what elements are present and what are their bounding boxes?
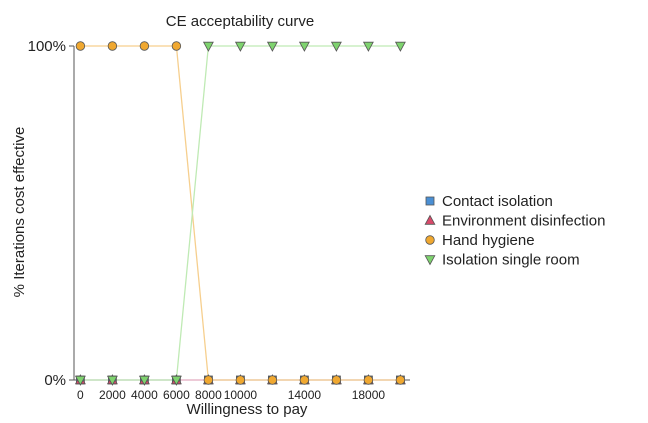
axes [73,46,410,381]
data-point-isolation-single-room [362,41,374,52]
data-point-hand-hygiene [299,375,310,385]
x-tick-label: 10000 [224,388,258,402]
data-point-isolation-single-room [106,375,118,386]
legend-marker-environment-disinfection [424,214,436,225]
legend-marker-isolation-single-room [424,255,436,266]
x-tick-label: 6000 [163,388,190,402]
x-tick-label: 14000 [288,388,322,402]
series-line-hand-hygiene [80,45,401,381]
data-point-isolation-single-room [138,375,150,386]
x-tick-label: 2000 [99,388,126,402]
data-point-hand-hygiene [75,41,86,51]
series-markers [74,41,406,386]
legend: Contact isolation Environment disinfectio… [424,193,605,269]
data-point-isolation-single-room [202,41,214,52]
legend-label-isolation-single-room: Isolation single room [442,252,580,269]
legend-label-environment-disinfection: Environment disinfection [442,213,605,230]
data-point-isolation-single-room [298,41,310,52]
data-point-isolation-single-room [170,375,182,386]
data-point-hand-hygiene [395,375,406,385]
data-point-hand-hygiene [171,41,182,51]
series-line-isolation-single-room [80,45,401,381]
data-point-hand-hygiene [267,375,278,385]
x-tick-label: 4000 [131,388,158,402]
y-axis-title: % Iterations cost effective [11,127,28,298]
data-point-isolation-single-room [74,375,86,386]
data-point-hand-hygiene [363,375,374,385]
y-ticks: 0% 100% [28,38,74,389]
data-point-hand-hygiene [203,375,214,385]
data-point-isolation-single-room [266,41,278,52]
y-tick-label: 0% [44,372,66,389]
data-point-isolation-single-room [394,41,406,52]
legend-marker-hand-hygiene [425,235,435,245]
data-point-hand-hygiene [107,41,118,51]
data-point-hand-hygiene [139,41,150,51]
data-point-hand-hygiene [331,375,342,385]
y-tick-label: 100% [28,38,66,55]
chart-title: CE acceptability curve [166,13,314,30]
x-tick-label: 18000 [352,388,386,402]
x-ticks: 0 2000 4000 6000 8000 10000 14000 18000 [77,388,385,402]
legend-marker-contact-isolation [425,196,435,206]
x-tick-label: 8000 [195,388,222,402]
x-axis-title: Willingness to pay [187,401,308,418]
legend-label-hand-hygiene: Hand hygiene [442,232,535,249]
data-point-isolation-single-room [234,41,246,52]
series-lines [80,45,401,381]
x-tick-label: 0 [77,388,84,402]
data-point-isolation-single-room [330,41,342,52]
legend-label-contact-isolation: Contact isolation [442,193,553,210]
data-point-hand-hygiene [235,375,246,385]
